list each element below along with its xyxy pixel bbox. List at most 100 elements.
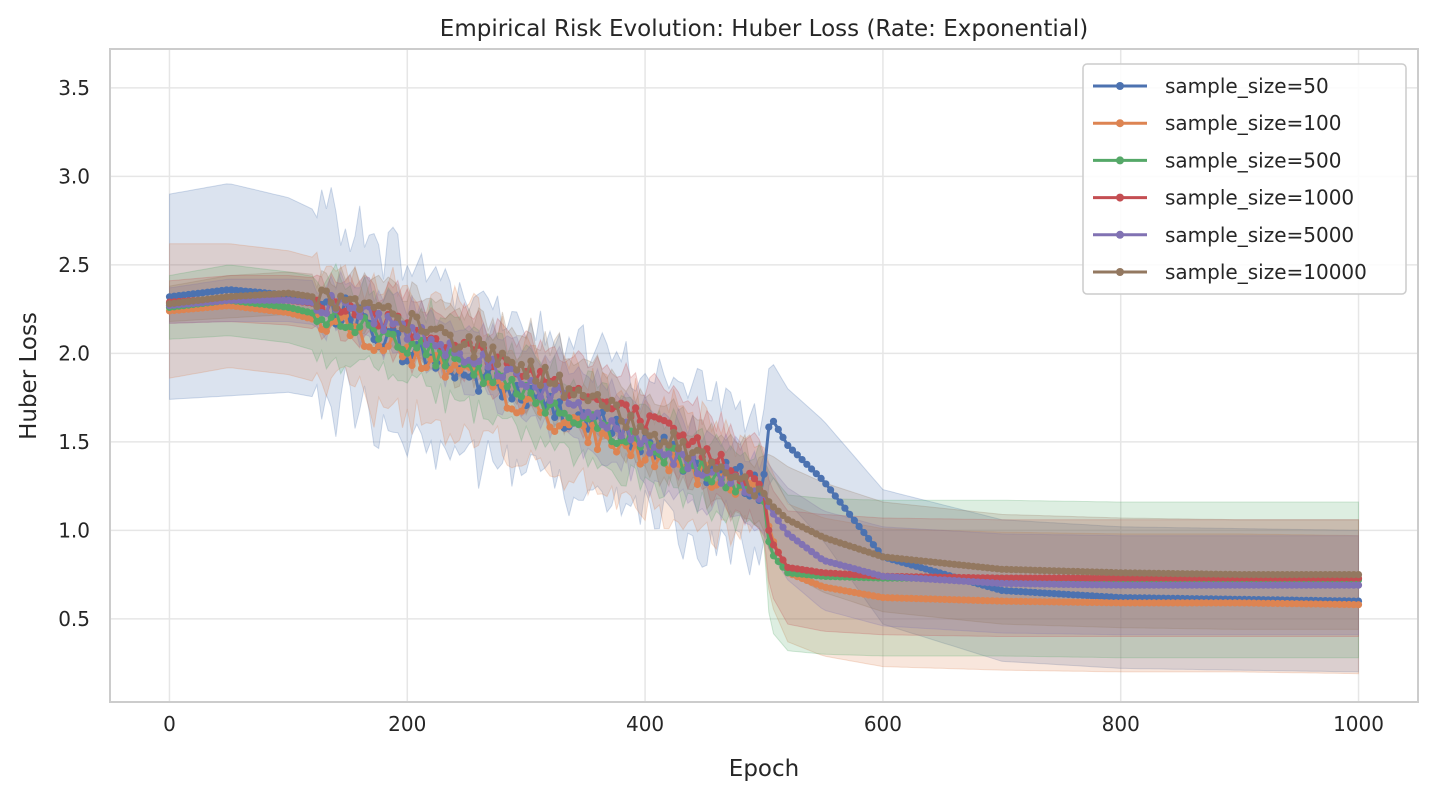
data-point	[560, 393, 568, 401]
data-point	[865, 535, 873, 543]
data-point	[427, 335, 435, 343]
data-point	[665, 450, 673, 458]
data-point	[584, 439, 592, 447]
data-point	[636, 440, 644, 448]
data-point	[665, 467, 673, 475]
data-point	[798, 456, 806, 464]
data-point	[327, 313, 335, 321]
data-point	[508, 405, 516, 413]
data-point	[351, 295, 359, 303]
data-point	[741, 473, 749, 481]
data-point	[356, 313, 364, 321]
legend-box	[1082, 63, 1407, 295]
data-point	[551, 380, 559, 388]
data-point	[632, 428, 640, 436]
data-point	[850, 516, 859, 525]
data-point	[717, 450, 725, 458]
y-tick-label: 1.0	[58, 518, 90, 542]
data-point	[346, 323, 354, 331]
data-point	[613, 425, 621, 433]
legend-label: sample_size=1000	[1165, 186, 1354, 210]
x-tick-label: 600	[864, 712, 902, 736]
legend-item: sample_size=1000	[1093, 186, 1354, 210]
x-tick-label: 1000	[1333, 712, 1384, 736]
data-point	[565, 414, 573, 422]
data-point	[517, 360, 526, 369]
data-point	[398, 345, 407, 354]
legend-label: sample_size=5000	[1165, 223, 1354, 247]
x-axis-label: Epoch	[729, 756, 799, 782]
legend-marker	[1116, 230, 1124, 239]
data-point	[717, 463, 725, 471]
data-point	[489, 343, 497, 351]
data-point	[403, 335, 411, 343]
data-point	[1354, 571, 1363, 579]
data-point	[836, 498, 844, 506]
plot-frame	[109, 48, 1419, 703]
data-point	[822, 480, 830, 488]
data-point	[579, 412, 587, 420]
data-point	[627, 411, 635, 419]
data-point	[375, 335, 383, 343]
data-point	[489, 379, 497, 387]
data-point	[584, 408, 592, 416]
data-point	[408, 339, 416, 348]
data-point	[665, 419, 673, 427]
data-point	[708, 458, 716, 466]
y-axis-label: Huber Loss	[16, 312, 42, 440]
data-point	[769, 541, 778, 549]
legend-item: sample_size=100	[1093, 111, 1341, 135]
data-point	[451, 361, 459, 369]
data-point	[774, 507, 782, 515]
data-point	[627, 436, 635, 444]
data-point	[346, 316, 354, 324]
data-point	[513, 366, 521, 374]
data-point	[784, 441, 792, 449]
data-point	[779, 511, 787, 520]
data-point	[327, 299, 335, 307]
data-point	[394, 314, 402, 322]
data-point	[356, 305, 364, 313]
data-point	[679, 437, 687, 446]
data-point	[574, 421, 583, 429]
data-point	[479, 340, 487, 349]
data-point	[774, 425, 782, 433]
data-point	[636, 460, 644, 468]
data-point	[627, 452, 635, 460]
data-point	[403, 326, 411, 334]
legend-item: sample_size=500	[1093, 148, 1341, 172]
data-point	[717, 479, 725, 487]
data-point	[765, 498, 773, 506]
y-tick-label: 3.0	[58, 164, 90, 188]
data-point	[351, 329, 359, 337]
data-point	[532, 399, 540, 407]
data-point	[869, 541, 878, 549]
data-point	[441, 373, 449, 381]
data-point	[774, 517, 782, 525]
data-point	[684, 454, 692, 463]
data-point	[422, 341, 430, 349]
data-point	[551, 427, 559, 435]
data-point	[379, 347, 388, 355]
legend-item: sample_size=50	[1093, 74, 1329, 98]
legend-marker	[1116, 82, 1124, 90]
data-point	[670, 460, 678, 469]
data-point	[475, 335, 483, 343]
data-point	[560, 409, 568, 417]
legend-label: sample_size=500	[1165, 148, 1341, 172]
data-point	[322, 321, 330, 329]
data-point	[356, 323, 364, 331]
data-point	[508, 375, 516, 384]
data-point	[708, 478, 716, 486]
confidence-band	[169, 183, 1359, 673]
data-point	[546, 397, 554, 405]
data-point	[613, 448, 621, 456]
data-point	[779, 556, 787, 564]
data-point	[527, 389, 535, 397]
data-point	[498, 349, 506, 357]
data-point	[541, 363, 549, 371]
data-point	[636, 422, 644, 430]
data-point	[803, 460, 811, 468]
data-point	[760, 489, 768, 498]
data-point	[841, 504, 849, 512]
